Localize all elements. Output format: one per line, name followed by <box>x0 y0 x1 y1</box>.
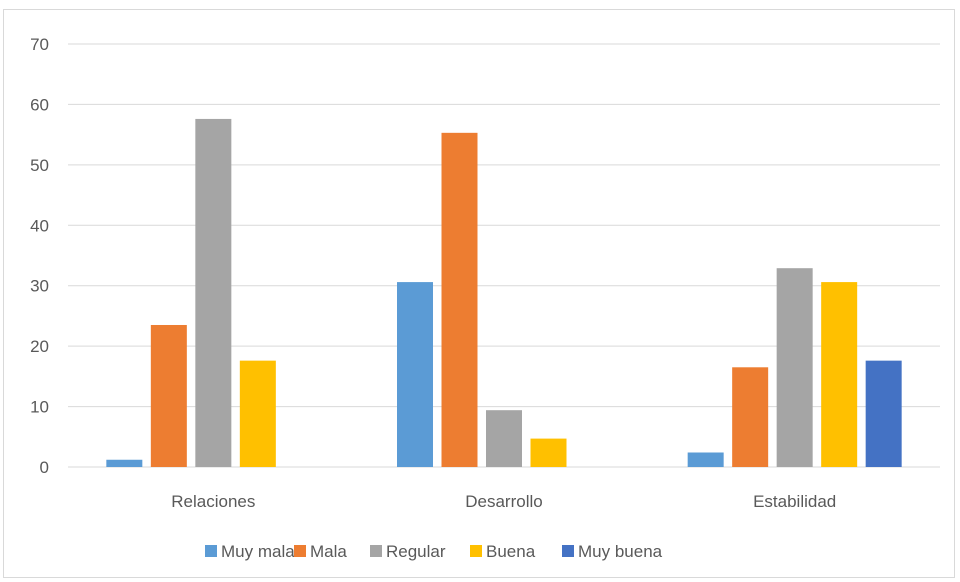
bar-desarrollo-mala <box>441 132 478 467</box>
bar-estabilidad-regular <box>776 268 813 467</box>
y-tick-label: 30 <box>30 277 49 296</box>
y-axis-tick-labels: 0 10 20 30 40 50 60 70 <box>30 35 49 477</box>
y-tick-label: 70 <box>30 35 49 54</box>
legend-item: Mala <box>294 542 347 561</box>
y-tick-label: 10 <box>30 398 49 417</box>
bar-estabilidad-muy-mala <box>687 452 724 467</box>
legend-label: Muy buena <box>578 542 663 561</box>
bar-desarrollo-muy-mala <box>397 282 433 467</box>
bar-relaciones-regular <box>195 118 232 467</box>
legend-label: Buena <box>486 542 536 561</box>
x-axis-category-labels: Relaciones Desarrollo Estabilidad <box>171 492 836 511</box>
x-category-label: Desarrollo <box>465 492 542 511</box>
legend-swatch <box>294 545 306 557</box>
legend-swatch <box>562 545 574 557</box>
x-category-label: Estabilidad <box>753 492 836 511</box>
bar-relaciones-buena <box>239 360 276 467</box>
legend: Muy mala Mala Regular Buena Muy buena <box>205 542 663 561</box>
y-tick-label: 50 <box>30 156 49 175</box>
legend-swatch <box>370 545 382 557</box>
legend-item: Muy mala <box>205 542 295 561</box>
legend-item: Regular <box>370 542 446 561</box>
bar-estabilidad-buena <box>821 282 858 467</box>
bar-estabilidad-muy-buena <box>865 360 902 467</box>
y-tick-label: 0 <box>40 458 49 477</box>
legend-swatch <box>470 545 482 557</box>
y-tick-label: 20 <box>30 337 49 356</box>
bar-desarrollo-buena <box>530 438 567 467</box>
bar-desarrollo-regular <box>486 410 522 467</box>
y-tick-label: 40 <box>30 216 49 235</box>
bars <box>106 118 902 467</box>
legend-label: Mala <box>310 542 347 561</box>
legend-item: Muy buena <box>562 542 663 561</box>
legend-item: Buena <box>470 542 536 561</box>
y-tick-label: 60 <box>30 95 49 114</box>
bar-relaciones-mala <box>150 324 187 467</box>
legend-label: Regular <box>386 542 446 561</box>
legend-label: Muy mala <box>221 542 295 561</box>
x-category-label: Relaciones <box>171 492 255 511</box>
legend-swatch <box>205 545 217 557</box>
bar-estabilidad-mala <box>732 367 769 467</box>
bar-relaciones-muy-mala <box>106 459 143 467</box>
